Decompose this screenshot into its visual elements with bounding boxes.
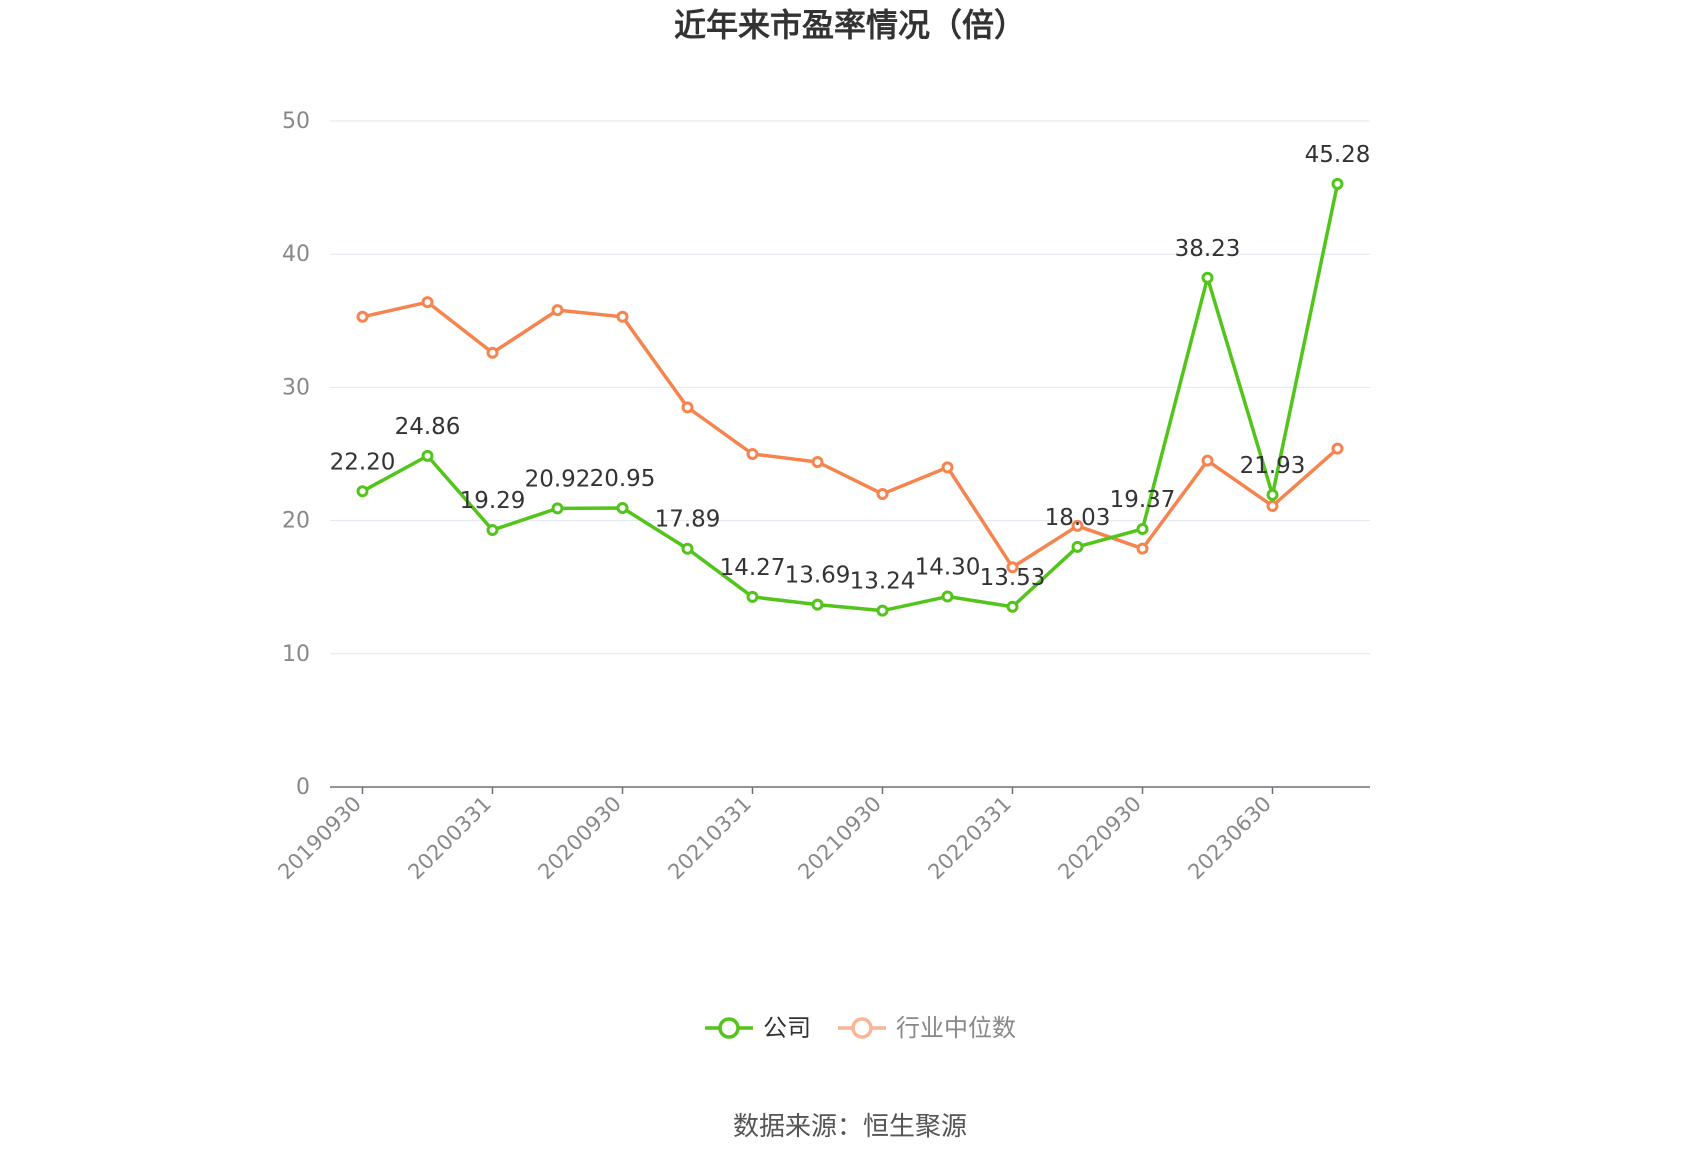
data-point: [1136, 542, 1149, 555]
y-tick-label: 10: [282, 642, 310, 667]
data-point: [421, 296, 434, 309]
data-point: [551, 502, 564, 515]
data-point: [1006, 561, 1019, 574]
x-tick-label: 20200930: [533, 792, 626, 885]
y-axis: 0 10 20 30 40 50: [282, 109, 310, 800]
legend-label: 行业中位数: [896, 1014, 1016, 1042]
series-layer: [356, 177, 1344, 617]
data-point: [811, 455, 824, 468]
data-label: 14.30: [915, 555, 981, 581]
x-tick-label: 20210930: [793, 792, 886, 885]
data-label: 20.92: [525, 466, 591, 492]
data-point: [811, 598, 824, 611]
y-tick-label: 40: [282, 242, 310, 267]
x-tick-label: 20190930: [273, 792, 366, 885]
y-tick-label: 0: [296, 775, 310, 800]
x-tick-label: 20230630: [1183, 792, 1276, 885]
data-point: [941, 590, 954, 603]
x-tick-label: 20220331: [923, 792, 1016, 885]
data-label: 19.29: [460, 488, 526, 514]
data-label: 19.37: [1110, 487, 1176, 513]
data-point: [421, 449, 434, 462]
data-point: [486, 346, 499, 359]
data-point: [681, 401, 694, 414]
data-point: [356, 485, 369, 498]
data-label: 20.95: [590, 466, 656, 492]
x-tick-label: 20210331: [663, 792, 756, 885]
data-point: [1006, 600, 1019, 613]
data-point: [356, 310, 369, 323]
data-point: [1201, 271, 1214, 284]
grid-lines: [330, 120, 1370, 655]
y-tick-label: 20: [282, 509, 310, 534]
y-tick-label: 30: [282, 375, 310, 400]
data-label: 13.69: [785, 563, 851, 589]
x-tick-label: 20200331: [403, 792, 496, 885]
data-label: 17.89: [655, 507, 721, 533]
y-tick-label: 50: [282, 109, 310, 134]
legend-marker-icon: [718, 1017, 740, 1039]
chart-title: 近年来市盈率情况（倍）: [674, 6, 1026, 44]
data-label: 24.86: [395, 414, 461, 440]
data-point: [1331, 177, 1344, 190]
legend-item-company: 公司: [705, 1014, 811, 1042]
data-point: [876, 487, 889, 500]
data-label: 13.24: [850, 569, 916, 595]
data-label: 45.28: [1305, 142, 1371, 168]
legend: 公司 行业中位数: [705, 1014, 1016, 1042]
data-point: [616, 310, 629, 323]
data-label: 38.23: [1175, 236, 1241, 262]
data-point: [941, 461, 954, 474]
data-source: 数据来源：恒生聚源: [733, 1112, 967, 1142]
data-point: [486, 524, 499, 537]
data-point: [681, 542, 694, 555]
data-label: 21.93: [1240, 453, 1306, 479]
data-point: [1201, 454, 1214, 467]
data-point: [616, 501, 629, 514]
x-tick-label: 20220930: [1053, 792, 1146, 885]
series-company: [356, 177, 1344, 617]
data-point: [746, 448, 759, 460]
series-industry-median: [356, 296, 1344, 574]
x-axis: 20190930 20200331 20200930 20210331 20210930…: [273, 786, 1370, 885]
data-label: 18.03: [1045, 505, 1111, 531]
data-point: [876, 604, 889, 617]
series-line: [361, 183, 1340, 613]
data-point: [1071, 540, 1084, 553]
legend-marker-icon: [851, 1017, 873, 1039]
data-point: [1266, 488, 1279, 501]
data-label: 13.53: [980, 565, 1046, 591]
legend-item-industry-median: 行业中位数: [838, 1014, 1016, 1042]
data-point: [1071, 519, 1084, 532]
data-label: 22.20: [330, 449, 396, 475]
data-point: [551, 304, 564, 317]
data-point: [1136, 522, 1149, 535]
data-label: 14.27: [720, 555, 786, 581]
legend-label: 公司: [763, 1014, 811, 1042]
data-point: [746, 590, 759, 603]
series-line: [362, 300, 1339, 569]
data-point: [1266, 499, 1279, 512]
data-point: [1331, 442, 1344, 455]
